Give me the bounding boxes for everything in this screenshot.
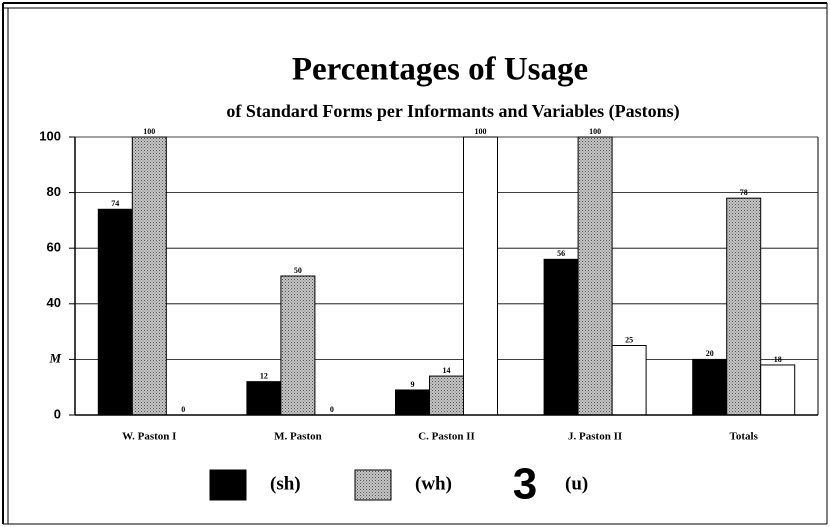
legend-label: (u) [565, 473, 588, 494]
chart-subtitle: of Standard Forms per Informants and Var… [226, 101, 679, 122]
data-label: 0 [181, 405, 185, 414]
bar [726, 197, 762, 416]
bar [611, 345, 647, 416]
y-tick-label: 0 [54, 406, 61, 421]
y-tick-label: 100 [39, 128, 61, 143]
data-label: 100 [589, 127, 601, 136]
bar [577, 136, 613, 416]
chart-title: Percentages of Usage [292, 52, 588, 88]
bar [246, 381, 282, 416]
data-label: 9 [411, 380, 415, 389]
data-label: 25 [625, 335, 633, 344]
bar [97, 208, 133, 416]
data-label: 12 [260, 371, 268, 380]
x-tick-label: W. Paston I [122, 431, 176, 443]
bar [760, 364, 796, 416]
legend-swatch [354, 469, 392, 501]
bar [395, 389, 430, 416]
legend-label: (sh) [270, 473, 301, 494]
bar [131, 136, 167, 416]
legend-marker: 3 [513, 460, 537, 509]
bar [429, 375, 464, 416]
data-label: 20 [706, 349, 714, 358]
data-label: 74 [111, 199, 119, 208]
bar [543, 258, 579, 416]
x-tick-label: M. Paston [274, 431, 322, 443]
x-tick-label: Totals [730, 431, 759, 443]
y-tick-label: M [48, 350, 61, 365]
legend-swatch [209, 469, 247, 501]
bar [463, 136, 498, 416]
data-label: 100 [143, 127, 155, 136]
y-tick-label: 80 [47, 184, 61, 199]
data-label: 18 [774, 355, 782, 364]
y-tick-label: 60 [47, 240, 61, 255]
x-tick-label: J. Paston II [568, 431, 622, 443]
y-tick-label: 40 [47, 295, 61, 310]
data-label: 100 [475, 127, 487, 136]
bar [692, 358, 728, 416]
data-label: 56 [557, 249, 565, 258]
data-label: 0 [330, 405, 334, 414]
data-label: 50 [294, 266, 302, 275]
data-label: 78 [740, 188, 748, 197]
legend-label: (wh) [415, 473, 452, 494]
bar [280, 275, 316, 416]
x-tick-label: C. Paston II [418, 431, 475, 443]
data-label: 14 [443, 366, 451, 375]
